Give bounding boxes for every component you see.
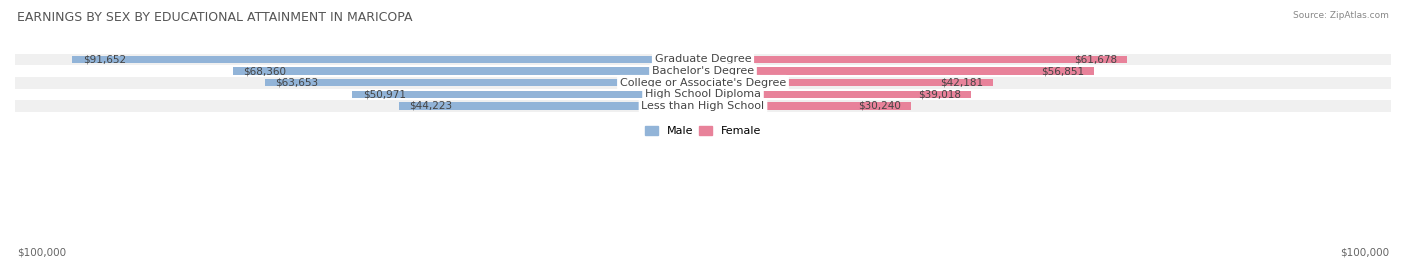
- Text: College or Associate's Degree: College or Associate's Degree: [620, 78, 786, 88]
- Bar: [15, 100, 1391, 112]
- Bar: [703, 56, 1128, 63]
- Text: $68,360: $68,360: [243, 66, 285, 76]
- Bar: [15, 54, 1391, 65]
- Bar: [353, 91, 703, 98]
- Text: $100,000: $100,000: [17, 247, 66, 257]
- Text: $42,181: $42,181: [939, 78, 983, 88]
- Text: Bachelor's Degree: Bachelor's Degree: [652, 66, 754, 76]
- Bar: [266, 79, 703, 86]
- Text: Less than High School: Less than High School: [641, 101, 765, 111]
- Bar: [15, 77, 1391, 88]
- Bar: [703, 79, 993, 86]
- Text: $91,652: $91,652: [83, 54, 127, 65]
- Bar: [703, 68, 1094, 75]
- Text: $39,018: $39,018: [918, 89, 962, 99]
- Text: Source: ZipAtlas.com: Source: ZipAtlas.com: [1294, 11, 1389, 20]
- Text: $100,000: $100,000: [1340, 247, 1389, 257]
- Text: $44,223: $44,223: [409, 101, 453, 111]
- Text: Graduate Degree: Graduate Degree: [655, 54, 751, 65]
- Bar: [399, 102, 703, 110]
- Text: $50,971: $50,971: [363, 89, 406, 99]
- Legend: Male, Female: Male, Female: [640, 121, 766, 140]
- Text: High School Diploma: High School Diploma: [645, 89, 761, 99]
- Bar: [15, 88, 1391, 100]
- Bar: [15, 65, 1391, 77]
- Text: $63,653: $63,653: [276, 78, 319, 88]
- Text: $61,678: $61,678: [1074, 54, 1116, 65]
- Bar: [703, 102, 911, 110]
- Bar: [703, 91, 972, 98]
- Text: $30,240: $30,240: [858, 101, 901, 111]
- Text: EARNINGS BY SEX BY EDUCATIONAL ATTAINMENT IN MARICOPA: EARNINGS BY SEX BY EDUCATIONAL ATTAINMEN…: [17, 11, 412, 24]
- Bar: [232, 68, 703, 75]
- Text: $56,851: $56,851: [1040, 66, 1084, 76]
- Bar: [73, 56, 703, 63]
